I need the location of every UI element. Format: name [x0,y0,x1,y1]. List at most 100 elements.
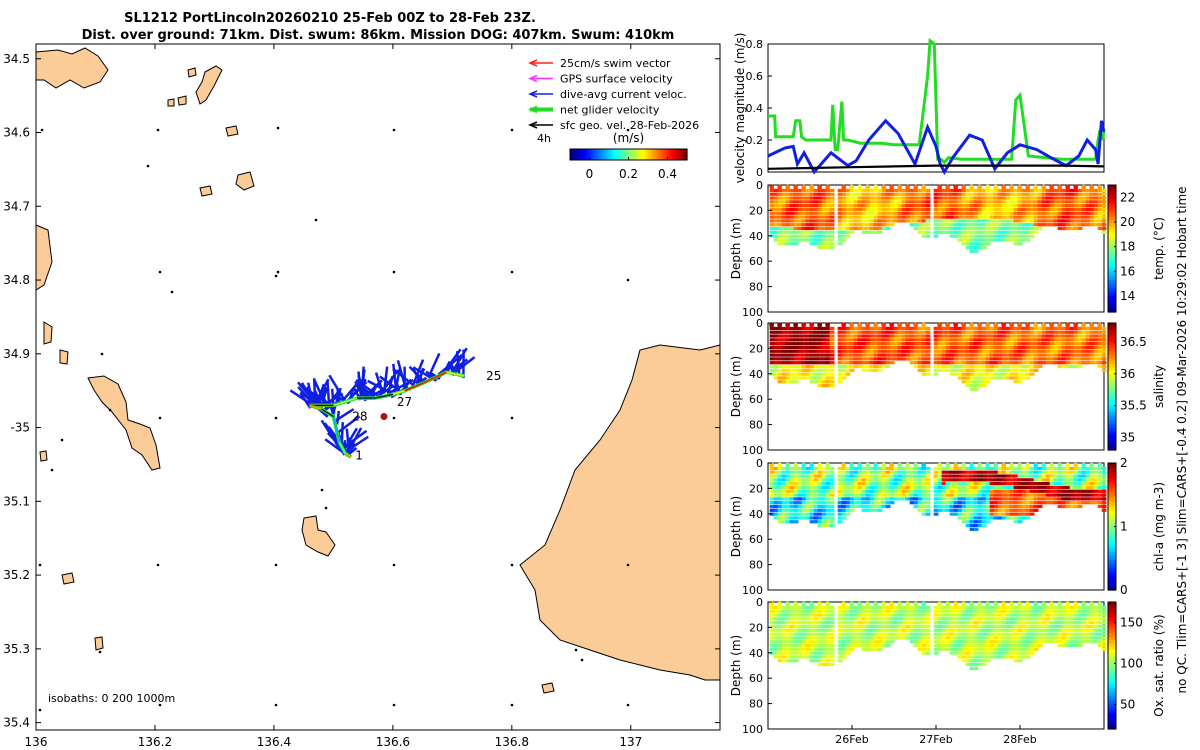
section-cell [1005,516,1011,520]
colorbar-tick-label: 0.4 [658,167,677,181]
section-cell [981,478,987,482]
section-cell [985,342,991,346]
section-cell [993,508,999,512]
section-cell [1065,466,1071,471]
section-cell [969,478,975,482]
section-cell [837,497,843,501]
section-cell [809,192,815,196]
section-cell [969,659,975,663]
section-cell [985,501,991,505]
section-cell [877,508,883,512]
section-cell [773,501,779,505]
section-cell [857,470,863,474]
section-colorbar-tick-label: 50 [1120,697,1135,711]
section-cell [785,204,791,208]
section-cell [1065,357,1071,361]
surface-sample [945,322,951,328]
section-cell [841,482,847,486]
surface-sample [905,322,911,328]
section-cell [829,655,835,659]
current-vector [326,379,331,404]
section-cell [933,338,939,342]
section-cell [1053,493,1059,497]
section-cell [817,624,823,629]
section-cell [817,345,823,350]
section-cell [1065,334,1071,338]
section-cell [777,632,783,636]
section-cell [861,636,867,640]
section-cell [825,219,831,223]
section-cell [809,497,815,501]
section-cell [1053,466,1059,471]
section-cell [1073,501,1079,505]
section-cell [925,223,931,227]
section-cell [925,226,931,231]
section-cell [781,338,787,342]
section-cell [989,621,995,625]
islet-10 [392,270,396,274]
depth-tick-label: 60 [749,533,763,546]
section-cell [877,466,883,471]
section-cell [941,482,947,486]
section-cell [789,655,795,659]
section-colorbar-swatch [1108,402,1116,407]
section-cell [989,493,995,497]
section-cell [925,504,931,509]
section-cell [1013,192,1019,196]
section-cell [937,326,943,331]
section-cell [961,617,967,621]
section-cell [1017,353,1023,357]
section-cell [829,211,835,215]
section-cell [893,489,899,493]
section-cell [881,338,887,342]
section-cell [937,609,943,613]
section-cell [941,200,947,204]
section-cell [977,204,983,208]
section-colorbar-swatch [1108,348,1116,353]
section-cell [1017,489,1023,493]
section-cell [973,357,979,361]
section-cell [837,659,843,663]
section-cell [905,478,911,482]
section-cell [997,655,1003,659]
section-cell [953,478,959,482]
section-cell [917,501,923,505]
section-cell [1013,493,1019,497]
section-cell [957,238,963,242]
section-cell [973,245,979,250]
section-cell [1073,470,1079,474]
section-cell [985,226,991,231]
section-cell [981,632,987,636]
surface-sample [793,184,799,190]
section-cell [777,512,783,516]
section-cell [1025,219,1031,223]
section-cell [1017,485,1023,490]
section-cell [969,215,975,219]
section-cell [789,200,795,204]
section-cell [1061,204,1067,208]
section-cell [861,501,867,505]
section-cell [1065,628,1071,632]
section-cell [789,632,795,636]
section-cell [933,493,939,497]
section-cell [889,497,895,501]
section-cell [941,474,947,478]
section-colorbar-swatch [1108,561,1116,566]
surface-sample [881,462,887,468]
section-cell [889,485,895,490]
section-cell [1013,330,1019,334]
section-cell [913,330,919,334]
section-cell [1001,223,1007,227]
section-cell [777,380,783,384]
section-cell [997,234,1003,238]
section-cell [1037,613,1043,617]
section-cell [805,621,811,625]
section-cell [809,204,815,208]
section-cell [817,211,823,215]
section-cell [1061,326,1067,331]
section-cell [957,609,963,613]
section-cell [901,334,907,338]
section-cell [809,200,815,204]
section-cell [821,516,827,520]
section-cell [1077,466,1083,471]
